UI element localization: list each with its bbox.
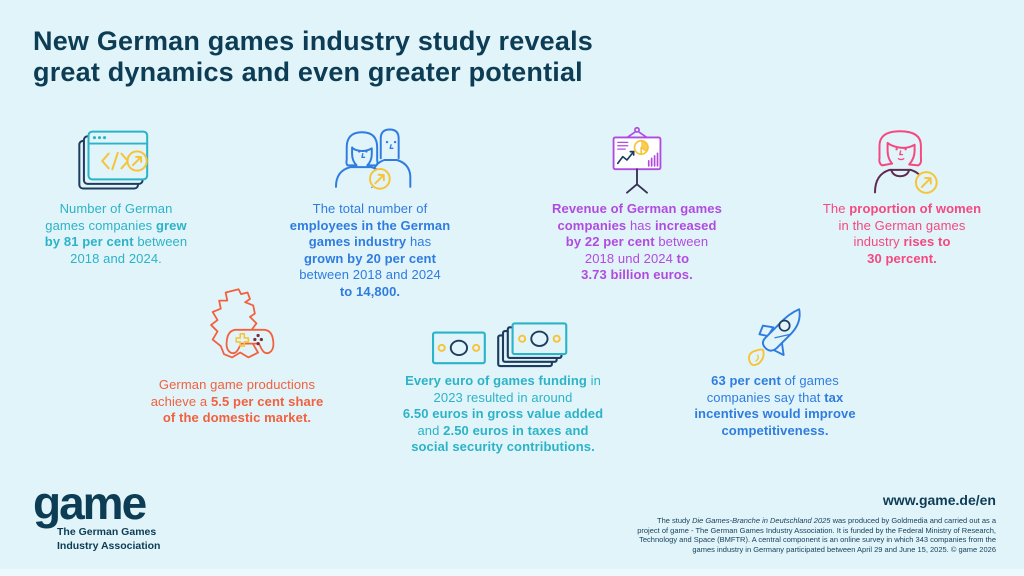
presentation-chart-icon (524, 124, 750, 196)
stat-market-share: German game productions achieve a 5.5 per… (125, 286, 349, 427)
stat-women: The proportion of women in the German gam… (788, 124, 1016, 267)
stat-text: The proportion of women in the German gam… (822, 201, 982, 266)
game-logo: game The German Games Industry Associati… (33, 477, 161, 553)
stat-text: German game productions achieve a 5.5 per… (150, 377, 324, 425)
stat-revenue: Revenue of German games companies has inc… (524, 124, 750, 284)
two-people-icon (258, 124, 482, 196)
footer-right: www.game.de/en The study Die Games-Branc… (576, 492, 996, 554)
stat-text: Number of German games companies grew by 8… (44, 201, 188, 266)
title-line-2: great dynamics and even greater potentia… (33, 56, 583, 87)
logo-wordmark: game (33, 477, 147, 529)
code-window-icon (10, 124, 222, 196)
bottom-margin-strip (0, 569, 1024, 576)
banknotes-icon (388, 320, 618, 368)
stat-text: Revenue of German games companies has inc… (552, 201, 722, 282)
website-link[interactable]: www.game.de/en (882, 492, 996, 508)
association-name: The German Games Industry Association (57, 526, 161, 552)
fine-print: The study Die Games-Branche in Deutschla… (637, 516, 996, 554)
woman-icon (788, 124, 1016, 196)
stat-text: 63 per cent of games companies say that t… (694, 373, 856, 438)
germany-map-controller-icon (125, 286, 349, 372)
stat-funding-multiplier: Every euro of games funding in 2023 resul… (388, 320, 618, 456)
stat-employees: The total number of employees in the Germ… (258, 124, 482, 300)
stat-games-companies: Number of German games companies grew by 8… (10, 124, 222, 267)
rocket-icon (662, 304, 888, 368)
stat-tax-incentives: 63 per cent of games companies say that t… (662, 304, 888, 439)
stat-text: The total number of employees in the Germ… (289, 201, 451, 299)
stat-text: Every euro of games funding in 2023 resul… (402, 373, 604, 454)
title-line-1: New German games industry study reveals (33, 26, 594, 56)
page-title: New German games industry study reveals … (33, 26, 593, 88)
